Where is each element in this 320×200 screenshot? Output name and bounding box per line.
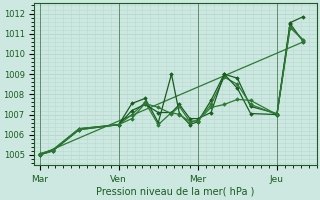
X-axis label: Pression niveau de la mer( hPa ): Pression niveau de la mer( hPa ) bbox=[96, 187, 255, 197]
